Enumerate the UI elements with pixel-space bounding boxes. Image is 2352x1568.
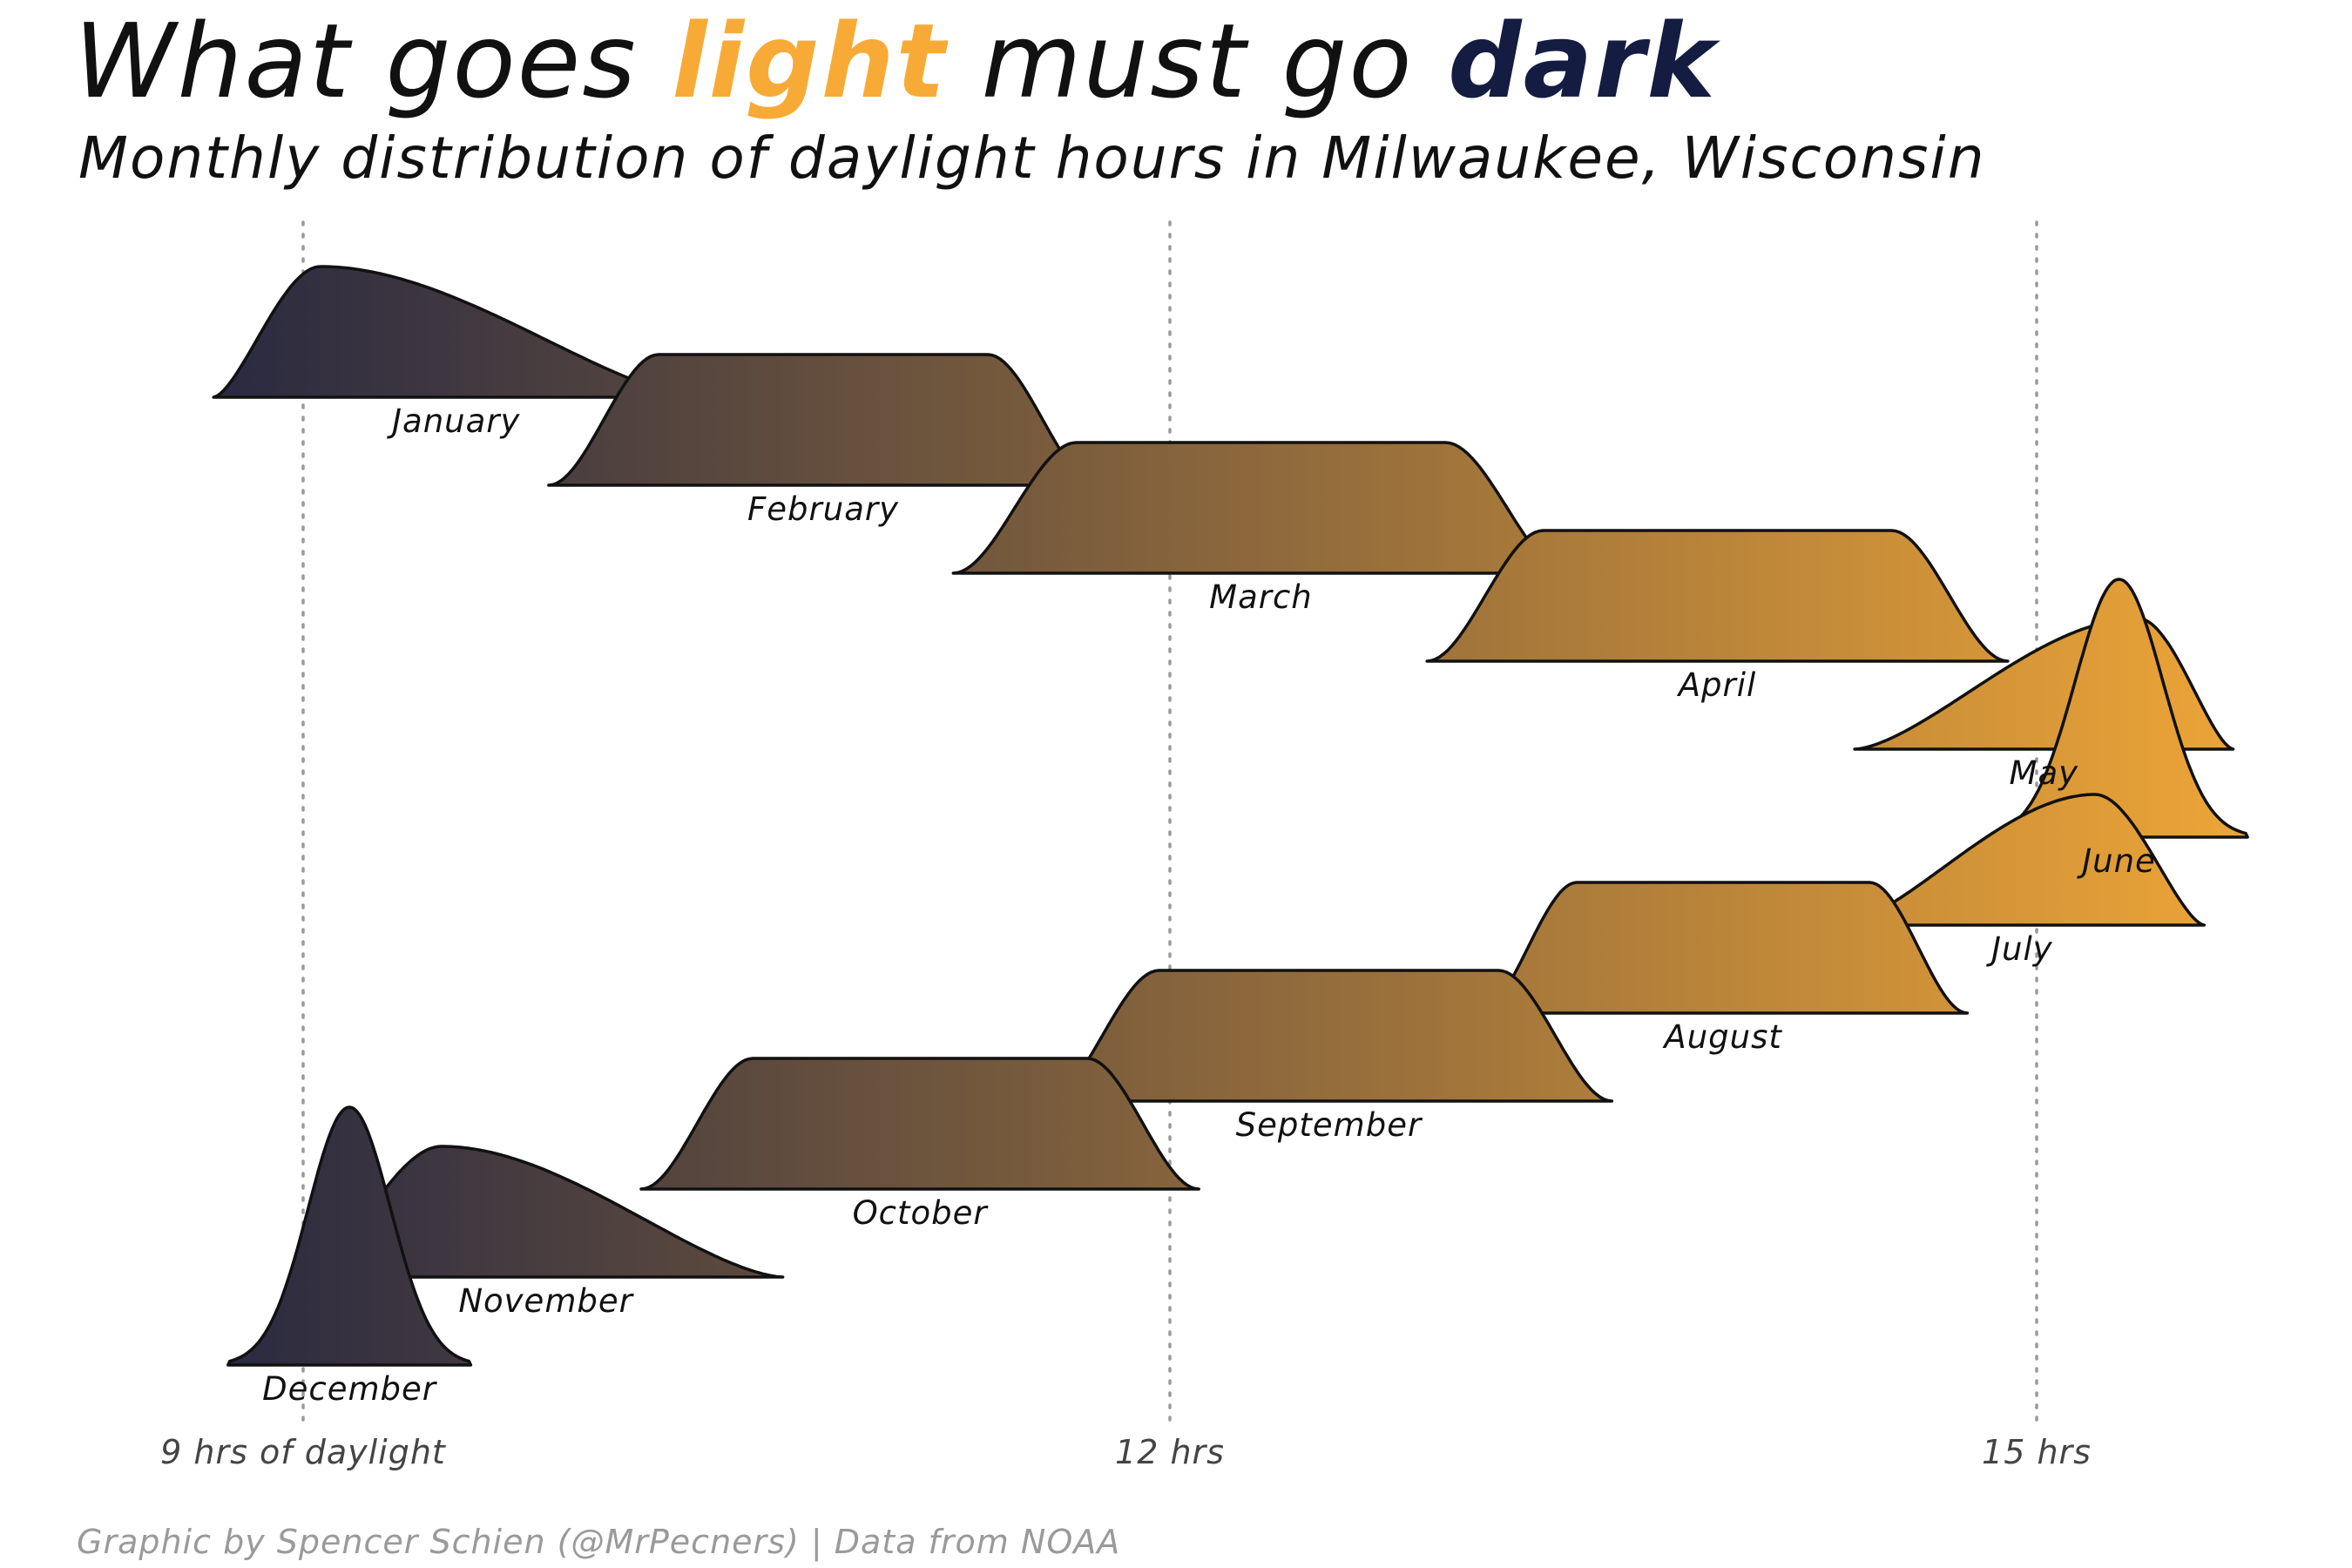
ridge-october xyxy=(639,1057,1200,1191)
x-tick-label-2: 12 hrs xyxy=(1115,1433,1225,1471)
ridge-july xyxy=(1838,793,2207,927)
ridge-february xyxy=(547,353,1099,487)
chart-subtitle: Monthly distribution of daylight hours i… xyxy=(78,125,1986,192)
title-text-before: What goes xyxy=(74,1,672,121)
ridge-april xyxy=(1425,529,2010,663)
month-label-february: February xyxy=(747,490,899,528)
month-label-september: September xyxy=(1236,1106,1423,1144)
ridge-november xyxy=(307,1145,785,1279)
title-light-word: light xyxy=(672,1,948,121)
ridge-june xyxy=(1989,578,2249,839)
x-axis-ticks: 9 hrs of daylight 12 hrs 15 hrs xyxy=(160,1433,2092,1471)
month-label-march: March xyxy=(1209,578,1313,616)
month-label-january: January xyxy=(386,402,520,440)
month-labels: January February March April May June July Augu… xyxy=(262,402,2156,1408)
title-dark-word: dark xyxy=(1448,1,1717,121)
ridge-december xyxy=(226,1105,473,1367)
month-label-april: April xyxy=(1677,666,1757,704)
chart-title: What goes light must go dark xyxy=(74,0,1717,122)
month-label-october: October xyxy=(853,1194,990,1232)
source-caption: Graphic by Spencer Schien (@MrPecners) |… xyxy=(77,1523,1121,1561)
x-tick-label-3: 15 hrs xyxy=(1982,1433,2092,1471)
month-label-november: November xyxy=(458,1282,634,1320)
month-label-august: August xyxy=(1662,1018,1782,1056)
ridges xyxy=(212,265,2249,1367)
title-text-middle: must go xyxy=(947,1,1449,121)
month-label-june: June xyxy=(2076,842,2156,880)
month-label-december: December xyxy=(262,1370,438,1408)
ridge-september xyxy=(1044,969,1614,1103)
ridge-january xyxy=(212,265,701,399)
month-label-july: July xyxy=(1985,930,2053,968)
ridge-march xyxy=(951,441,1571,575)
x-tick-label-1: 9 hrs of daylight xyxy=(160,1433,447,1471)
ridge-august xyxy=(1477,881,1970,1015)
month-label-may: May xyxy=(2010,754,2079,792)
